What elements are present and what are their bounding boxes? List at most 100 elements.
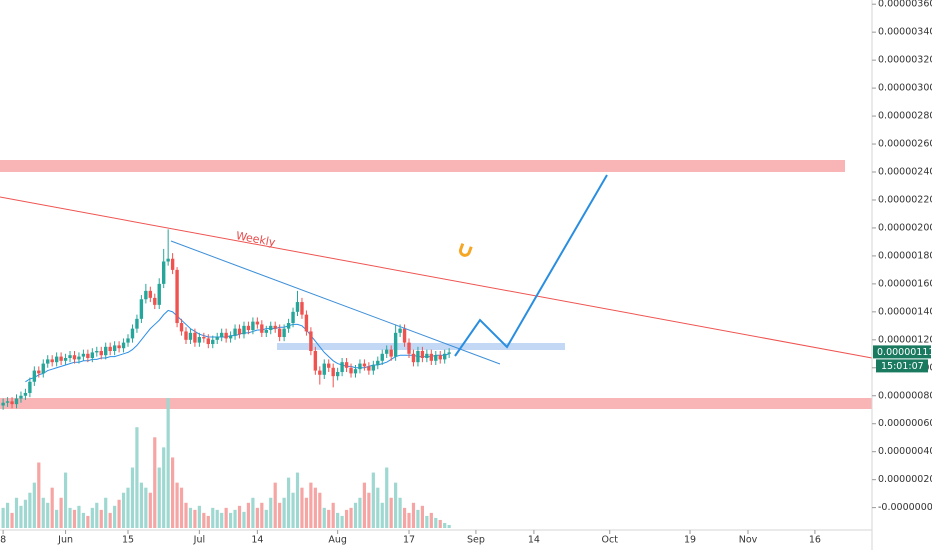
candle-body bbox=[54, 356, 59, 363]
y-tick-label: 0.00000120 bbox=[878, 334, 932, 345]
volume-bar bbox=[291, 492, 295, 528]
candle-body bbox=[309, 331, 313, 352]
volume-bar bbox=[14, 497, 19, 528]
x-tick-label: 14 bbox=[528, 535, 540, 546]
candle-body bbox=[304, 314, 309, 332]
volume-bar bbox=[304, 497, 309, 528]
breakout-box bbox=[277, 343, 565, 350]
price-data bbox=[1, 229, 451, 528]
candle-body bbox=[228, 335, 233, 339]
y-tick-label: 0.00000180 bbox=[878, 250, 932, 261]
volume-bar bbox=[286, 477, 291, 528]
candle-body bbox=[367, 366, 371, 371]
candle-body bbox=[108, 346, 112, 352]
last-price-box bbox=[873, 345, 931, 359]
candle-body bbox=[5, 401, 10, 403]
volume-bar bbox=[394, 482, 398, 528]
volume-bar bbox=[121, 492, 126, 528]
candle-body bbox=[188, 332, 193, 340]
candle-body bbox=[402, 328, 407, 343]
candle-body bbox=[344, 362, 349, 368]
candle-body bbox=[130, 328, 135, 339]
y-tick-label: 0.00000040 bbox=[878, 446, 932, 457]
candle-body bbox=[233, 328, 237, 336]
volume-bar bbox=[416, 509, 420, 528]
candle-body bbox=[63, 357, 68, 361]
y-tick-label: -0.00000000 bbox=[878, 502, 932, 513]
countdown-box bbox=[876, 359, 928, 373]
volume-bar bbox=[331, 502, 335, 528]
candle-body bbox=[68, 355, 72, 358]
volume-bar bbox=[327, 509, 331, 528]
candle-body bbox=[438, 355, 442, 360]
volume-bar bbox=[376, 487, 380, 528]
volume-bar bbox=[46, 502, 50, 528]
projection-path bbox=[454, 174, 608, 357]
candle-body bbox=[393, 332, 398, 357]
candle-body bbox=[224, 332, 228, 339]
volume-bar bbox=[229, 512, 233, 528]
candle-body bbox=[282, 328, 286, 338]
candle-body bbox=[211, 339, 215, 345]
candle-body bbox=[313, 351, 318, 371]
candle-body bbox=[331, 367, 335, 377]
candle-body bbox=[32, 370, 37, 382]
volume-bar bbox=[179, 487, 184, 528]
candle-body bbox=[117, 345, 121, 349]
volume-bar bbox=[344, 509, 349, 528]
candle-body bbox=[161, 261, 166, 284]
candle-body bbox=[14, 398, 19, 405]
volume-bar bbox=[59, 497, 63, 528]
candle-body bbox=[322, 363, 326, 375]
volume-bar bbox=[55, 509, 59, 528]
volume-bar bbox=[362, 482, 367, 528]
volume-bar bbox=[420, 505, 424, 528]
candle-body bbox=[242, 325, 246, 335]
volume-bar bbox=[50, 487, 54, 528]
candle-body bbox=[206, 338, 210, 345]
candle-body bbox=[349, 367, 353, 374]
candle-body bbox=[447, 352, 451, 354]
volume-bar bbox=[336, 512, 340, 528]
candle-body bbox=[269, 325, 273, 331]
volume-bar bbox=[90, 507, 94, 528]
x-tick-label: 19 bbox=[684, 535, 696, 546]
candle-body bbox=[37, 370, 41, 374]
volume-bar bbox=[72, 509, 77, 528]
candle-body bbox=[219, 332, 224, 338]
candle-body bbox=[135, 318, 139, 329]
candle-body bbox=[327, 363, 331, 368]
x-tick-label: 17 bbox=[403, 535, 415, 546]
candle-body bbox=[184, 331, 188, 340]
zones bbox=[0, 160, 872, 409]
volume-bar bbox=[233, 509, 237, 528]
candle-body bbox=[144, 290, 148, 300]
resistance-zone bbox=[0, 160, 845, 172]
volume-bar bbox=[318, 492, 322, 528]
x-tick-label: 8 bbox=[0, 535, 6, 546]
volume-bar bbox=[19, 505, 23, 528]
volume-bar bbox=[135, 427, 139, 528]
volume-bar bbox=[171, 457, 175, 528]
volume-bar bbox=[206, 515, 210, 528]
candle-body bbox=[335, 371, 340, 377]
candle-body bbox=[407, 342, 411, 354]
magnet-icon bbox=[458, 243, 473, 257]
candle-body bbox=[1, 402, 5, 406]
candle-body bbox=[434, 355, 438, 361]
volume-bar bbox=[434, 517, 438, 528]
candle-body bbox=[425, 353, 429, 358]
candle-body bbox=[50, 359, 54, 363]
volume-bar bbox=[202, 512, 206, 528]
candle-body bbox=[121, 342, 126, 349]
volume-bar bbox=[425, 515, 429, 528]
volume-bar bbox=[5, 502, 10, 528]
volume-bar bbox=[349, 507, 353, 528]
volume-bar bbox=[273, 482, 277, 528]
candle-body bbox=[215, 337, 219, 340]
volume-bar bbox=[139, 482, 143, 528]
x-tick-label: Aug bbox=[328, 535, 347, 546]
candle-body bbox=[376, 360, 380, 365]
volume-bar bbox=[144, 487, 148, 528]
